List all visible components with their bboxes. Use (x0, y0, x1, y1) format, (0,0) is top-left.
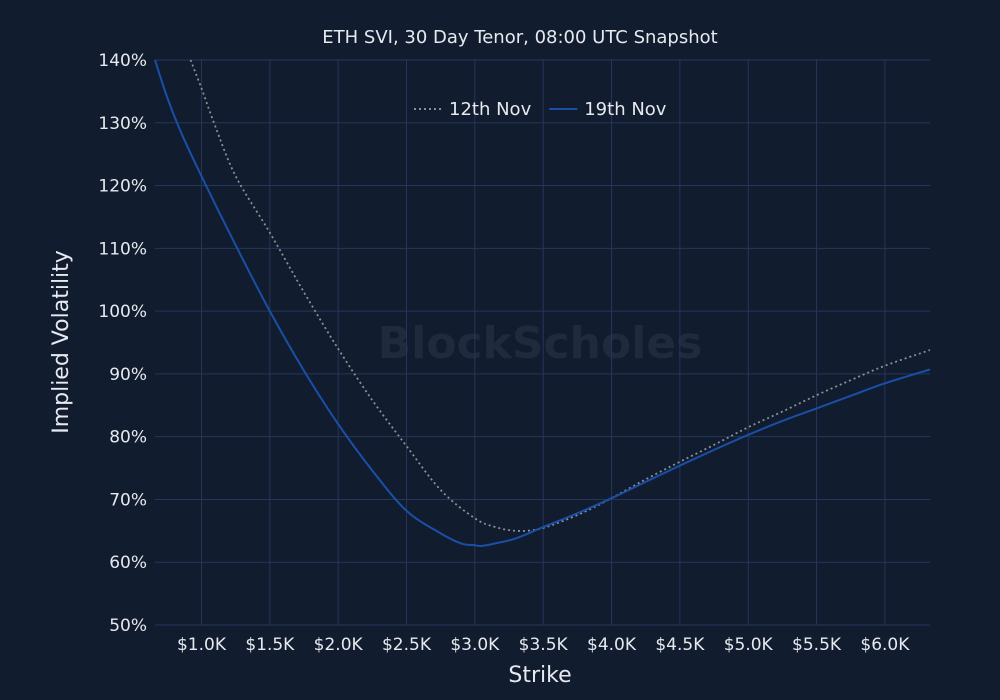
tick-labels: 50% 60% 70% 80% 90% 100% 110% 120% 130% 140% $1.0K… (98, 51, 910, 655)
x-tick-label: $2.0K (314, 635, 364, 655)
series-line-12th-nov (189, 59, 931, 532)
series-lines (154, 59, 931, 547)
y-tick-label: 50% (109, 616, 147, 636)
y-tick-label: 140% (98, 51, 147, 71)
x-tick-label: $4.5K (655, 635, 705, 655)
y-tick-label: 100% (98, 302, 147, 322)
x-tick-label: $1.0K (177, 635, 227, 655)
x-tick-label: $6.0K (860, 635, 910, 655)
y-tick-label: 80% (109, 428, 147, 448)
legend-item-12th-nov[interactable]: 12th Nov (414, 99, 532, 120)
y-tick-label: 60% (109, 553, 147, 573)
y-tick-label: 70% (109, 490, 147, 510)
y-tick-label: 120% (98, 177, 147, 197)
x-tick-label: $5.5K (792, 635, 842, 655)
x-tick-label: $4.0K (587, 635, 637, 655)
legend-label: 19th Nov (584, 99, 667, 120)
chart-title: ETH SVI, 30 Day Tenor, 08:00 UTC Snapsho… (322, 27, 717, 48)
legend[interactable]: 12th Nov 19th Nov (414, 99, 667, 120)
x-tick-label: $2.5K (382, 635, 432, 655)
legend-label: 12th Nov (449, 99, 532, 120)
legend-item-19th-nov[interactable]: 19th Nov (549, 99, 667, 120)
y-axis-label: Implied Volatility (49, 250, 74, 434)
x-tick-label: $3.5K (519, 635, 569, 655)
grid-lines (155, 59, 930, 626)
watermark-logo: BlockScholes (378, 318, 703, 369)
x-axis-label: Strike (508, 663, 571, 688)
y-tick-label: 90% (109, 365, 147, 385)
x-tick-label: $1.5K (245, 635, 295, 655)
x-tick-label: $3.0K (450, 635, 500, 655)
series-line-19th-nov (154, 59, 931, 547)
x-tick-label: $5.0K (724, 635, 774, 655)
y-tick-label: 130% (98, 114, 147, 134)
y-tick-label: 110% (98, 239, 147, 259)
